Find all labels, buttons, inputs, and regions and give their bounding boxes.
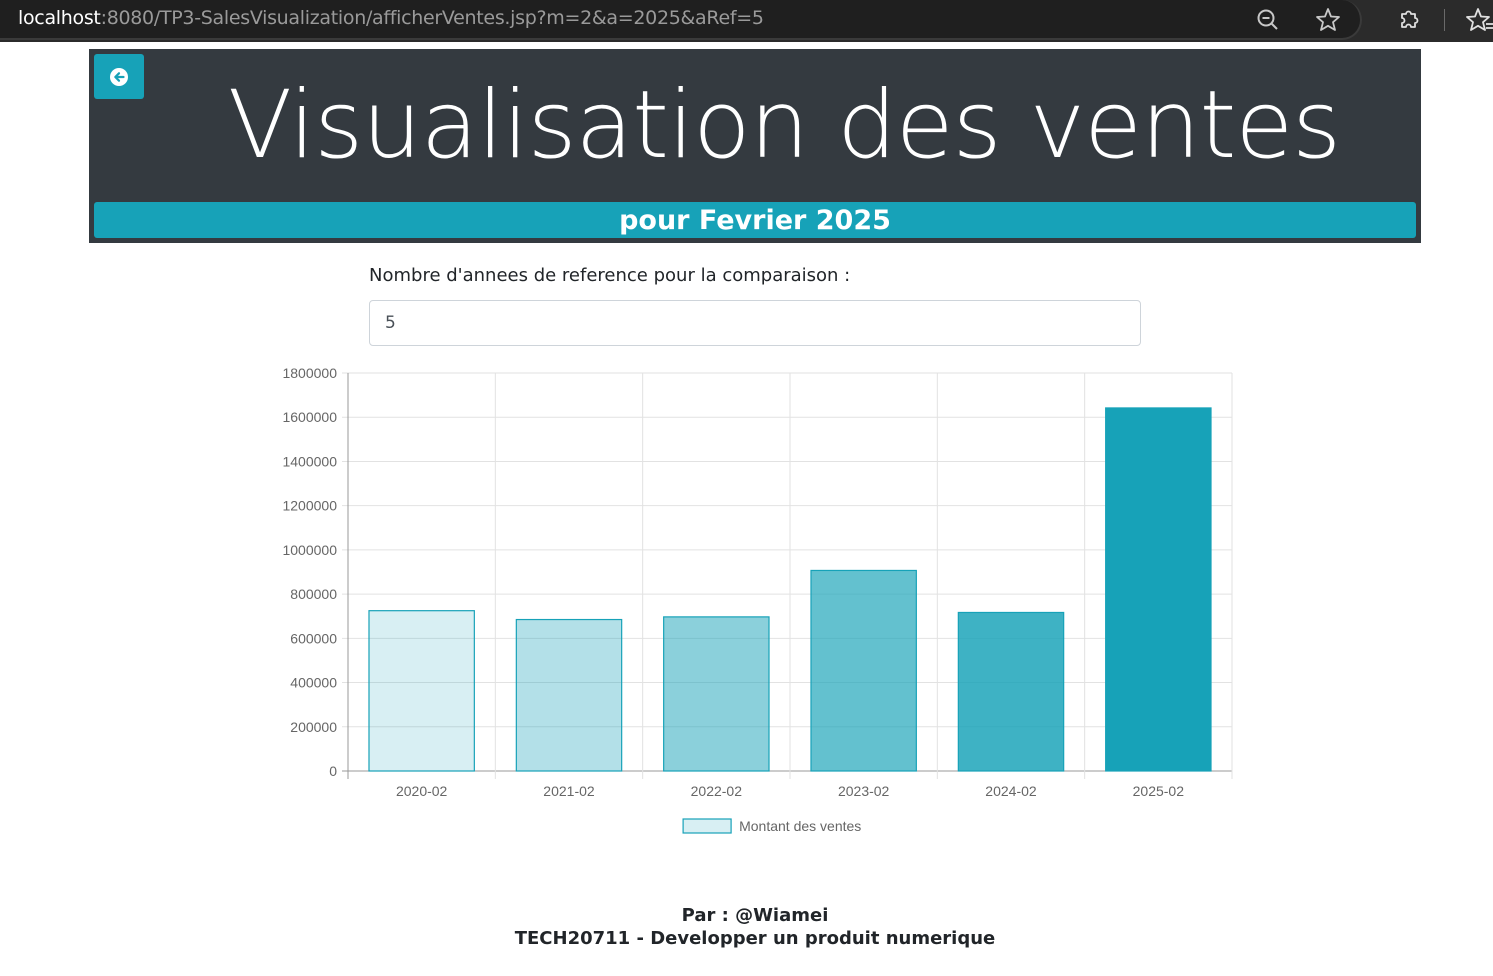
x-tick-label: 2025-02 [1133, 783, 1185, 799]
x-tick-label: 2024-02 [985, 783, 1037, 799]
zoom-out-icon[interactable] [1254, 6, 1282, 34]
footer-course: TECH20711 - Developper un produit numeri… [514, 928, 996, 949]
x-tick-label: 2022-02 [691, 783, 743, 799]
reference-years-input[interactable] [369, 300, 1141, 346]
bar-2020-02 [368, 610, 475, 772]
extensions-puzzle-icon[interactable] [1394, 6, 1422, 34]
y-tick-label: 1600000 [282, 409, 337, 425]
legend-swatch [682, 818, 732, 834]
y-tick-label: 1000000 [282, 542, 337, 558]
favorites-list-icon[interactable] [1466, 6, 1493, 34]
favorite-star-icon[interactable] [1314, 6, 1342, 34]
y-tick-label: 600000 [290, 630, 337, 646]
x-tick-label: 2020-02 [396, 783, 448, 799]
reference-years-label: Nombre d'annees de reference pour la com… [369, 265, 851, 286]
toolbar-separator [1444, 9, 1445, 31]
back-button[interactable] [94, 54, 144, 99]
arrow-left-circle-icon [110, 67, 128, 86]
x-tick-label: 2023-02 [838, 783, 890, 799]
bar-2022-02 [663, 616, 770, 772]
bar-2024-02 [957, 611, 1065, 772]
page-header: Visualisation des ventes pour Fevrier 20… [89, 49, 1421, 243]
url-host: localhost [18, 7, 101, 29]
page-title: Visualisation des ventes [227, 71, 1341, 180]
period-subtitle: pour Fevrier 2025 [94, 202, 1416, 238]
bar-2025-02 [1105, 407, 1212, 772]
y-tick-label: 0 [329, 763, 337, 779]
x-tick-label: 2021-02 [543, 783, 595, 799]
y-tick-label: 200000 [290, 719, 337, 735]
sales-bar-chart: 0 200000 400000 600000 800000 1000000 1200000 1… [282, 365, 1233, 834]
y-tick-label: 1800000 [282, 365, 337, 381]
y-tick-label: 800000 [290, 586, 337, 602]
address-bar[interactable]: localhost:8080/TP3-SalesVisualization/af… [0, 0, 1362, 40]
y-tick-label: 400000 [290, 675, 337, 691]
bar-2023-02 [810, 569, 917, 772]
y-tick-label: 1400000 [282, 453, 337, 469]
legend-label: Montant des ventes [739, 818, 861, 834]
browser-toolbar: localhost:8080/TP3-SalesVisualization/af… [0, 0, 1493, 42]
y-tick-label: 1200000 [282, 498, 337, 514]
url-path: :8080/TP3-SalesVisualization/afficherVen… [100, 7, 764, 29]
url-text[interactable]: localhost:8080/TP3-SalesVisualization/af… [18, 7, 764, 29]
footer-author: Par : @Wiamei [681, 905, 829, 926]
bar-2021-02 [515, 618, 623, 772]
